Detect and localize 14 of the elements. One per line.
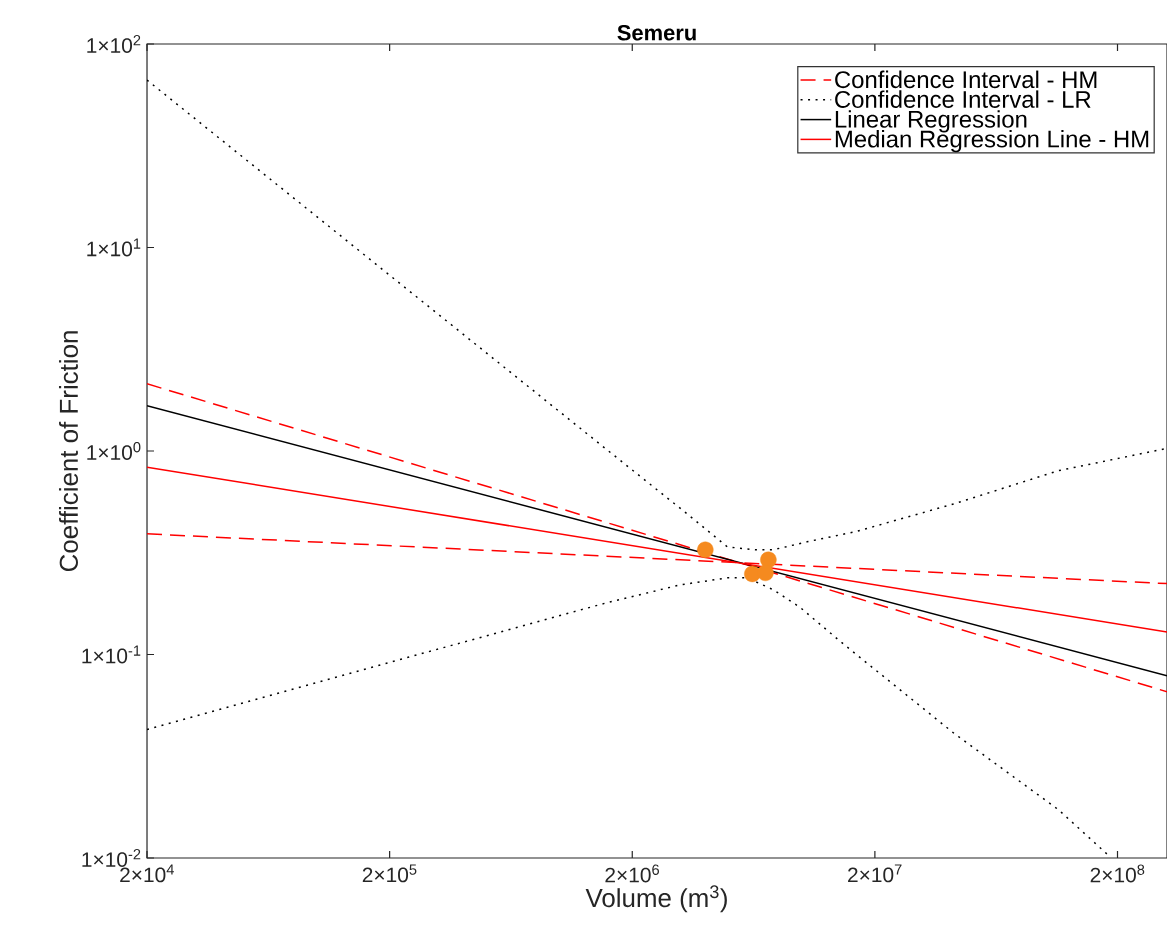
x-axis-title: Volume (m$^{3}$) xyxy=(585,885,727,913)
chart-title: Semeru xyxy=(617,24,696,41)
y-tick-label: 1×10$^{-2}$ xyxy=(82,849,141,867)
x-tick-label: 2×10$^{6}$ xyxy=(605,864,659,883)
y-tick-label: 1×10$^{-1}$ xyxy=(82,645,141,664)
legend-label: Confidence Interval - HM xyxy=(835,70,1097,89)
y-tick-label: 1×10$^{2}$ xyxy=(87,35,141,53)
legend-label: Confidence Interval - LR xyxy=(835,90,1091,108)
y-axis-title: Coefficient of Friction xyxy=(58,331,78,572)
y-tick-label: 1×10$^{0}$ xyxy=(87,442,141,460)
x-tick-label: 2×10$^{7}$ xyxy=(848,864,902,883)
y-tick-label: 1×10$^{1}$ xyxy=(87,238,141,257)
x-tick-label: 2×10$^{8}$ xyxy=(1090,864,1145,883)
x-tick-label: 2×10$^{5}$ xyxy=(362,864,417,883)
